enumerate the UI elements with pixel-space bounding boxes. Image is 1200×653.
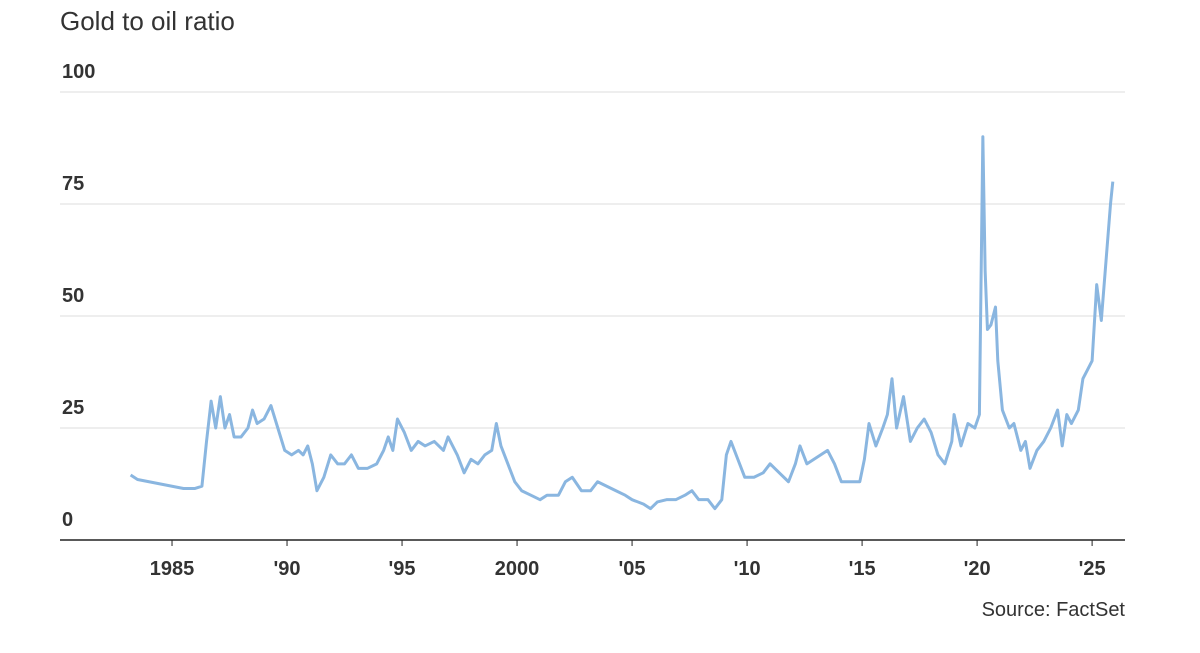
x-tick-label: '20 [964,558,991,580]
chart-subtitle: Gold to oil ratio [60,6,235,36]
x-tick-label: '90 [274,558,301,580]
y-tick-label: 25 [62,397,84,419]
source-note: Source: FactSet [982,599,1126,621]
y-tick-label: 50 [62,285,84,307]
y-tick-label: 100 [62,61,95,83]
x-tick-label: 2000 [495,558,540,580]
x-tick-label: '95 [389,558,416,580]
x-tick-label: '15 [849,558,876,580]
x-tick-label: 1985 [150,558,195,580]
y-tick-label: 75 [62,173,84,195]
y-tick-label: 0 [62,509,73,531]
x-tick-label: '25 [1079,558,1106,580]
x-tick-label: '10 [734,558,761,580]
x-tick-label: '05 [619,558,646,580]
data-line [129,135,1115,511]
